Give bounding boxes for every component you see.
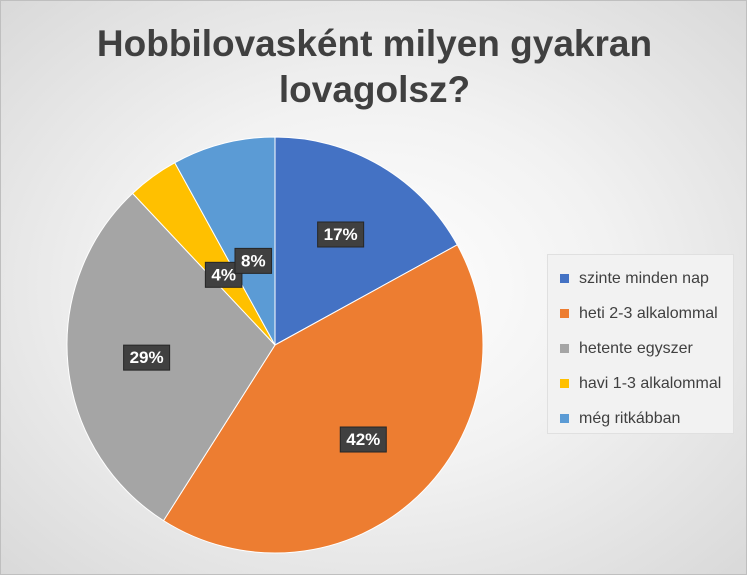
svg-text:42%: 42% xyxy=(346,430,380,449)
legend-item: még ritkábban xyxy=(560,401,733,436)
legend: szinte minden nap heti 2-3 alkalommal he… xyxy=(547,254,734,434)
legend-item: heti 2-3 alkalommal xyxy=(560,296,733,331)
chart-title: Hobbilovasként milyen gyakran lovagolsz? xyxy=(1,21,747,113)
legend-swatch xyxy=(560,274,569,283)
legend-label: még ritkábban xyxy=(579,409,681,427)
legend-item: hetente egyszer xyxy=(560,331,733,366)
legend-swatch xyxy=(560,414,569,423)
svg-text:17%: 17% xyxy=(324,225,358,244)
legend-label: heti 2-3 alkalommal xyxy=(579,304,718,322)
chart-title-line-2: lovagolsz? xyxy=(278,69,471,110)
data-label: 17% xyxy=(317,221,365,248)
chart-title-line-1: Hobbilovasként milyen gyakran xyxy=(96,23,653,64)
legend-swatch xyxy=(560,379,569,388)
pie-slice xyxy=(162,244,484,554)
legend-item: szinte minden nap xyxy=(560,261,733,296)
legend-label: hetente egyszer xyxy=(579,339,693,357)
legend-item: havi 1-3 alkalommal xyxy=(560,366,733,401)
legend-swatch xyxy=(560,309,569,318)
legend-label: szinte minden nap xyxy=(579,269,709,287)
svg-text:29%: 29% xyxy=(130,348,164,367)
data-label: 29% xyxy=(123,344,171,371)
legend-swatch xyxy=(560,344,569,353)
data-label: 8% xyxy=(234,247,273,274)
svg-text:4%: 4% xyxy=(211,265,236,284)
pie-slice xyxy=(274,136,458,346)
pie-slice xyxy=(174,136,276,346)
legend-label: havi 1-3 alkalommal xyxy=(579,374,722,392)
svg-text:8%: 8% xyxy=(241,251,266,270)
pie-slice xyxy=(66,192,276,522)
data-label: 42% xyxy=(339,426,387,453)
